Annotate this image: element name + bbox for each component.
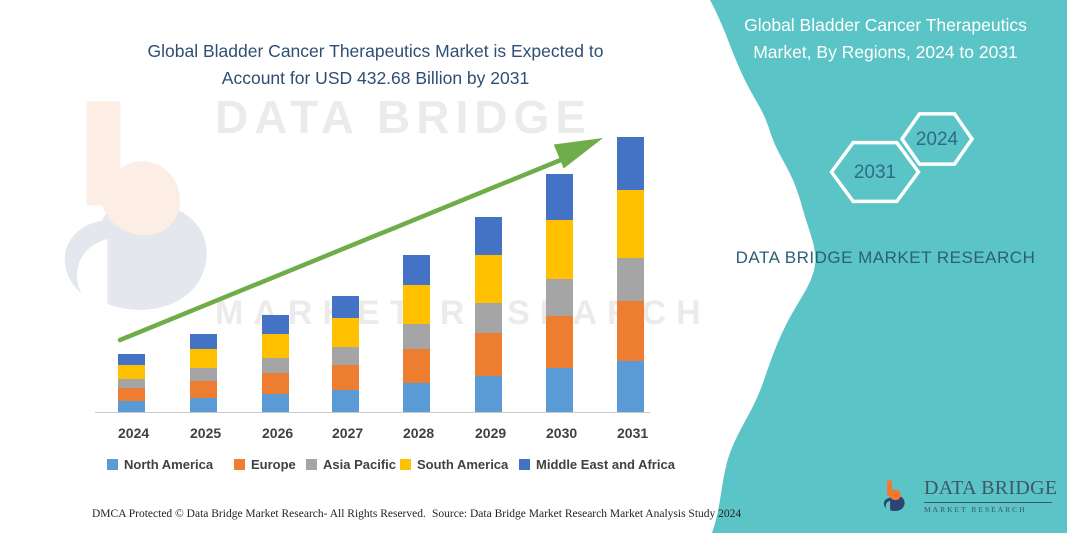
svg-text:2031: 2031 — [854, 162, 896, 183]
svg-text:2024: 2024 — [916, 129, 959, 150]
